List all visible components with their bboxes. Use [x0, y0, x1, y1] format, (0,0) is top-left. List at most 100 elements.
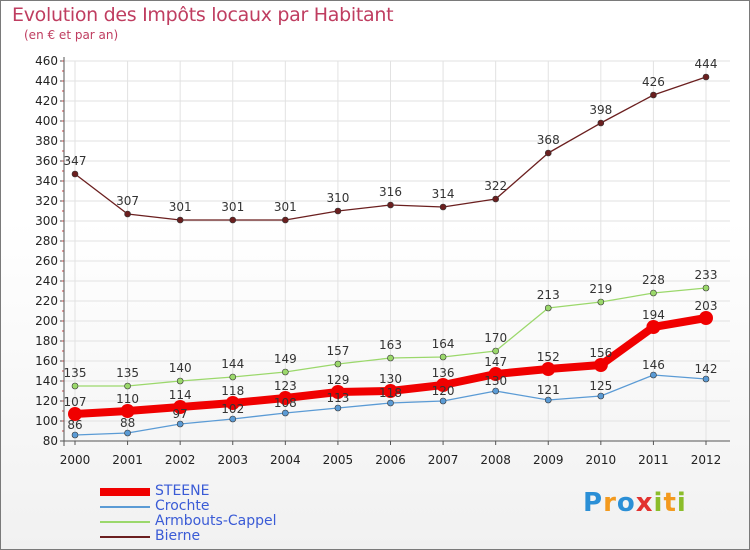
data-point: [387, 201, 394, 209]
x-tick-label: 2005: [323, 453, 354, 467]
data-point: [544, 149, 552, 157]
data-point: [334, 404, 342, 412]
y-tick-label: 300: [35, 214, 58, 228]
x-tick-label: 2012: [691, 453, 722, 467]
x-tick-label: 2001: [112, 453, 143, 467]
y-tick-label: 200: [35, 314, 58, 328]
x-tick-label: 2003: [217, 453, 248, 467]
data-point: [436, 378, 451, 392]
data-label: 149: [274, 352, 297, 366]
data-label: 314: [432, 187, 455, 201]
data-point: [229, 415, 237, 423]
data-label: 121: [537, 383, 560, 397]
data-label: 130: [484, 374, 507, 388]
y-tick-label: 360: [35, 154, 58, 168]
y-tick-label: 320: [35, 194, 58, 208]
data-point: [173, 400, 188, 414]
data-label: 322: [484, 179, 507, 193]
y-tick-label: 120: [35, 394, 58, 408]
y-tick-label: 180: [35, 334, 58, 348]
data-label: 219: [589, 282, 612, 296]
data-point: [229, 373, 237, 381]
data-point: [650, 289, 657, 297]
data-label: 88: [120, 416, 135, 430]
data-label: 118: [379, 386, 402, 400]
data-label: 310: [326, 191, 349, 205]
data-label: 316: [379, 185, 402, 199]
x-tick-label: 2010: [586, 453, 617, 467]
data-label: 140: [169, 361, 192, 375]
data-point: [387, 354, 394, 362]
proxiti-logo: Proxiti: [583, 488, 687, 518]
data-point: [124, 210, 131, 218]
data-label: 130: [379, 372, 402, 386]
data-label: 129: [326, 373, 349, 387]
data-label: 398: [589, 103, 612, 117]
x-tick-label: 2004: [270, 453, 301, 467]
y-tick-label: 460: [35, 54, 58, 68]
data-label: 114: [169, 388, 192, 402]
data-label: 157: [326, 344, 349, 358]
legend-swatch: [100, 505, 150, 508]
data-label: 164: [432, 337, 455, 351]
data-point: [225, 396, 240, 410]
data-label: 368: [537, 133, 560, 147]
data-point: [488, 367, 503, 381]
data-label: 123: [274, 379, 297, 393]
y-tick-label: 240: [35, 274, 58, 288]
data-label: 194: [642, 308, 665, 322]
data-point: [597, 119, 605, 127]
data-point: [492, 195, 499, 203]
y-tick-label: 140: [35, 374, 58, 388]
logo-letter: t: [663, 488, 677, 518]
y-tick-label: 400: [35, 114, 58, 128]
x-tick-label: 2000: [60, 453, 91, 467]
data-point: [544, 396, 552, 404]
data-label: 136: [432, 366, 455, 380]
data-point: [124, 382, 131, 390]
logo-letter: x: [635, 488, 654, 518]
logo-letter: P: [583, 488, 604, 518]
data-point: [593, 358, 608, 372]
chart-title: Evolution des Impôts locaux par Habitant: [12, 4, 394, 26]
x-tick-label: 2007: [428, 453, 459, 467]
data-point: [176, 377, 184, 385]
data-label: 86: [67, 418, 82, 432]
y-tick-label: 380: [35, 134, 58, 148]
data-label: 213: [537, 288, 560, 302]
y-tick-label: 220: [35, 294, 58, 308]
data-label: 347: [64, 154, 87, 168]
data-point: [330, 385, 345, 399]
data-label: 142: [695, 362, 718, 376]
data-point: [334, 360, 342, 368]
data-label: 426: [642, 75, 665, 89]
data-label: 152: [537, 350, 560, 364]
y-tick-label: 260: [35, 254, 58, 268]
data-point: [650, 371, 657, 379]
data-label: 228: [642, 273, 665, 287]
y-tick-label: 340: [35, 174, 58, 188]
y-tick-label: 440: [35, 74, 58, 88]
logo-letter: o: [616, 488, 636, 518]
data-label: 156: [589, 346, 612, 360]
data-point: [702, 284, 710, 292]
data-label: 97: [173, 407, 188, 421]
data-point: [492, 347, 499, 355]
data-point: [699, 311, 713, 325]
data-point: [439, 397, 447, 405]
data-point: [282, 368, 289, 376]
data-label: 107: [64, 395, 87, 409]
data-point: [282, 216, 289, 224]
data-label: 307: [116, 194, 139, 208]
data-label: 146: [642, 358, 665, 372]
legend-label: Armbouts-Cappel: [155, 513, 277, 529]
data-point: [702, 73, 710, 81]
data-label: 163: [379, 338, 402, 352]
data-label: 113: [326, 391, 349, 405]
data-point: [282, 409, 289, 417]
data-label: 444: [695, 57, 718, 71]
data-point: [229, 216, 237, 224]
data-label: 102: [221, 402, 244, 416]
